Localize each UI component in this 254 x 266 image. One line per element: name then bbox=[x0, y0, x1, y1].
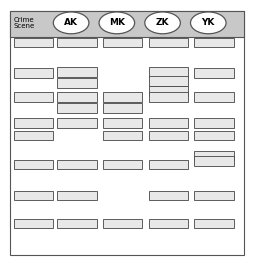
Text: MK: MK bbox=[109, 18, 125, 27]
Bar bbox=[57, 191, 97, 200]
Bar bbox=[14, 160, 53, 169]
Ellipse shape bbox=[53, 12, 89, 34]
Bar bbox=[14, 131, 53, 140]
Bar bbox=[57, 38, 97, 47]
Bar bbox=[14, 92, 53, 102]
Bar bbox=[149, 131, 188, 140]
Bar bbox=[194, 38, 234, 47]
Bar bbox=[14, 38, 53, 47]
Bar bbox=[149, 118, 188, 128]
Bar bbox=[57, 103, 97, 113]
Bar bbox=[149, 67, 188, 77]
Bar bbox=[57, 67, 97, 77]
Bar bbox=[149, 191, 188, 200]
Bar bbox=[149, 160, 188, 169]
Bar bbox=[149, 86, 188, 95]
Bar bbox=[14, 118, 53, 128]
Ellipse shape bbox=[190, 12, 226, 34]
Bar bbox=[57, 160, 97, 169]
Bar bbox=[103, 118, 142, 128]
Bar bbox=[103, 131, 142, 140]
Bar bbox=[57, 78, 97, 88]
Bar bbox=[10, 11, 244, 37]
Bar bbox=[194, 92, 234, 102]
Bar bbox=[14, 191, 53, 200]
Bar bbox=[103, 219, 142, 228]
Text: YK: YK bbox=[202, 18, 215, 27]
Bar bbox=[10, 11, 244, 37]
Bar bbox=[14, 68, 53, 78]
Bar bbox=[194, 118, 234, 128]
Bar bbox=[103, 103, 142, 113]
Text: Crime
Scene: Crime Scene bbox=[14, 17, 35, 29]
Bar bbox=[103, 160, 142, 169]
Bar bbox=[103, 38, 142, 47]
Bar bbox=[149, 219, 188, 228]
Bar bbox=[194, 151, 234, 160]
Text: ZK: ZK bbox=[156, 18, 169, 27]
Bar bbox=[103, 92, 142, 102]
Text: AK: AK bbox=[64, 18, 78, 27]
Ellipse shape bbox=[145, 12, 180, 34]
Bar bbox=[194, 131, 234, 140]
Bar bbox=[14, 219, 53, 228]
Bar bbox=[57, 219, 97, 228]
Bar bbox=[149, 92, 188, 102]
Bar bbox=[57, 92, 97, 102]
Bar bbox=[57, 118, 97, 128]
Bar bbox=[194, 68, 234, 78]
Bar bbox=[194, 156, 234, 166]
Bar bbox=[194, 219, 234, 228]
Ellipse shape bbox=[99, 12, 135, 34]
Bar bbox=[149, 38, 188, 47]
Bar bbox=[194, 191, 234, 200]
Bar bbox=[149, 76, 188, 86]
